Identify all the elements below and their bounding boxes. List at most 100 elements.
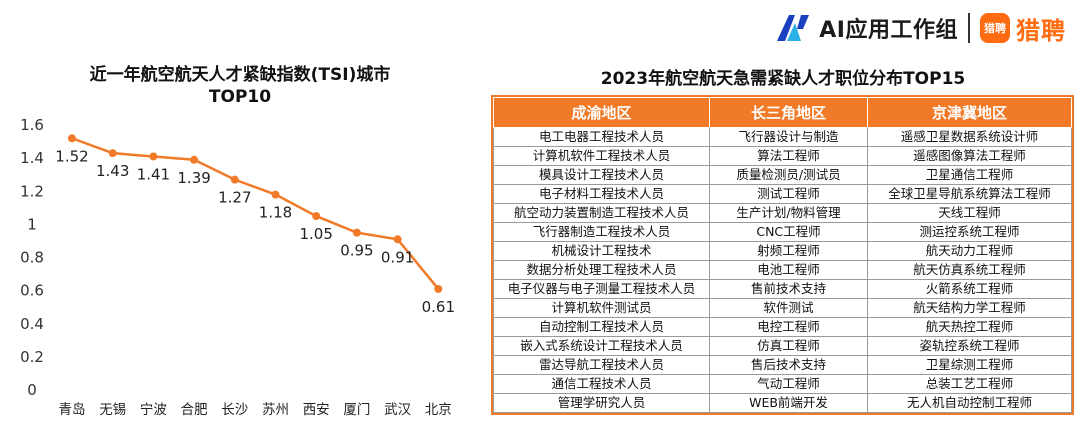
x-tick-label: 武汉 bbox=[384, 402, 411, 418]
tsi-line-chart: 0 0.2 0.4 0.6 0.8 1 1.2 1.4 1.6 1.52 1.43 1.41 1.39 1… bbox=[20, 116, 455, 418]
table-cell: 总装工艺工程师 bbox=[867, 374, 1072, 394]
table-cell: 管理学研究人员 bbox=[493, 393, 710, 413]
y-tick-label: 0.6 bbox=[20, 282, 44, 300]
data-label: 0.95 bbox=[340, 242, 373, 260]
data-point bbox=[352, 228, 361, 237]
table-header-row: 成渝地区 长三角地区 京津冀地区 bbox=[493, 97, 1072, 128]
x-tick-label: 无锡 bbox=[99, 402, 126, 418]
table-row: 自动控制工程技术人员 电控工程师 航天热控工程师 bbox=[493, 317, 1072, 337]
table-cell: 无人机自动控制工程师 bbox=[867, 393, 1072, 413]
column-header: 成渝地区 bbox=[493, 97, 710, 128]
table-cell: 测试工程师 bbox=[709, 184, 868, 204]
ai-workgroup-label: AI应用工作组 bbox=[819, 18, 958, 43]
table-cell: 计算机软件工程技术人员 bbox=[493, 146, 710, 166]
x-tick-label: 宁波 bbox=[140, 401, 167, 418]
table-cell: 电子材料工程技术人员 bbox=[493, 184, 710, 204]
x-tick-label: 苏州 bbox=[262, 402, 289, 418]
table-cell: 卫星综测工程师 bbox=[867, 355, 1072, 375]
table-cell: 雷达导航工程技术人员 bbox=[493, 355, 710, 375]
table-cell: 数据分析处理工程技术人员 bbox=[493, 260, 710, 280]
table-cell: 售前技术支持 bbox=[709, 279, 868, 299]
table-cell: 自动控制工程技术人员 bbox=[493, 317, 710, 337]
ai-logo-icon bbox=[777, 15, 810, 41]
ai-workgroup-logo: AI应用工作组 bbox=[775, 12, 958, 44]
data-label: 1.43 bbox=[96, 162, 129, 180]
table-cell: 仿真工程师 bbox=[709, 336, 868, 356]
table-row: 模具设计工程技术人员 质量检测员/测试员 卫星通信工程师 bbox=[493, 165, 1072, 185]
chart-title-line2: TOP10 bbox=[208, 87, 272, 107]
table-cell: 航天结构力学工程师 bbox=[867, 298, 1072, 318]
table-cell: 计算机软件测试员 bbox=[493, 298, 710, 318]
table-cell: 航天热控工程师 bbox=[867, 317, 1072, 337]
x-tick-label: 北京 bbox=[425, 402, 452, 418]
table-cell: 机械设计工程技术 bbox=[493, 241, 710, 261]
table-cell: 航天仿真系统工程师 bbox=[867, 260, 1072, 280]
liepin-logo: 猎聘 猎聘 bbox=[980, 11, 1066, 46]
data-label: 1.18 bbox=[259, 204, 292, 222]
liepin-label: 猎聘 bbox=[1016, 16, 1066, 45]
table-cell: CNC工程师 bbox=[709, 222, 868, 242]
data-label: 1.41 bbox=[137, 165, 170, 183]
table-cell: 全球卫星导航系统算法工程师 bbox=[867, 184, 1072, 204]
table-cell: 气动工程师 bbox=[709, 374, 868, 394]
column-header: 京津冀地区 bbox=[867, 97, 1072, 128]
table-row: 管理学研究人员 WEB前端开发 无人机自动控制工程师 bbox=[493, 393, 1072, 413]
table-row: 通信工程技术人员 气动工程师 总装工艺工程师 bbox=[493, 374, 1072, 394]
table-cell: 电池工程师 bbox=[709, 260, 868, 280]
y-tick-label: 1.6 bbox=[20, 116, 44, 134]
table-row: 雷达导航工程技术人员 售后技术支持 卫星综测工程师 bbox=[493, 355, 1072, 375]
table-cell: 航空动力装置制造工程技术人员 bbox=[493, 203, 710, 223]
table-row: 电工电器工程技术人员 飞行器设计与制造 遥感卫星数据系统设计师 bbox=[493, 127, 1072, 147]
table-cell: WEB前端开发 bbox=[709, 393, 868, 413]
data-label: 1.05 bbox=[299, 225, 332, 243]
table-cell: 遥感卫星数据系统设计师 bbox=[867, 127, 1072, 147]
column-header: 长三角地区 bbox=[709, 97, 868, 128]
y-tick-label: 1.4 bbox=[20, 149, 44, 167]
data-label: 1.39 bbox=[177, 169, 210, 187]
table-cell: 模具设计工程技术人员 bbox=[493, 165, 710, 185]
table-cell: 算法工程师 bbox=[709, 146, 868, 166]
table-cell: 遥感图像算法工程师 bbox=[867, 146, 1072, 166]
table-cell: 火箭系统工程师 bbox=[867, 279, 1072, 299]
data-point bbox=[312, 212, 321, 221]
table-row: 电子材料工程技术人员 测试工程师 全球卫星导航系统算法工程师 bbox=[493, 184, 1072, 204]
table-cell: 射频工程师 bbox=[709, 241, 868, 261]
data-point bbox=[190, 155, 199, 164]
table-title: 2023年航空航天急需紧缺人才职位分布TOP15 bbox=[600, 69, 966, 89]
table-row: 数据分析处理工程技术人员 电池工程师 航天仿真系统工程师 bbox=[493, 260, 1072, 280]
x-tick-label: 厦门 bbox=[343, 402, 370, 418]
table-row: 计算机软件工程技术人员 算法工程师 遥感图像算法工程师 bbox=[493, 146, 1072, 166]
y-tick-label: 1.2 bbox=[20, 182, 44, 200]
table-row: 嵌入式系统设计工程技术人员 仿真工程师 姿轨控系统工程师 bbox=[493, 336, 1072, 356]
data-label: 1.52 bbox=[55, 147, 88, 165]
table-row: 电子仪器与电子测量工程技术人员 售前技术支持 火箭系统工程师 bbox=[493, 279, 1072, 299]
y-tick-label: 0.4 bbox=[20, 315, 44, 333]
table-cell: 飞行器设计与制造 bbox=[709, 127, 868, 147]
series-line bbox=[71, 137, 440, 290]
table-cell: 质量检测员/测试员 bbox=[709, 165, 868, 185]
data-label: 0.61 bbox=[422, 298, 455, 316]
x-tick-label: 西安 bbox=[303, 402, 330, 418]
table-cell: 售后技术支持 bbox=[709, 355, 868, 375]
x-tick-label: 长沙 bbox=[221, 402, 248, 418]
data-point bbox=[434, 284, 443, 293]
data-point bbox=[68, 134, 76, 143]
table-row: 计算机软件测试员 软件测试 航天结构力学工程师 bbox=[493, 298, 1072, 318]
x-tick-label: 青岛 bbox=[59, 402, 86, 418]
data-label: 1.27 bbox=[218, 189, 251, 207]
table-cell: 天线工程师 bbox=[867, 203, 1072, 223]
table-cell: 嵌入式系统设计工程技术人员 bbox=[493, 336, 710, 356]
job-distribution-table: 成渝地区 长三角地区 京津冀地区 电工电器工程技术人员 飞行器设计与制造 遥感卫星数… bbox=[491, 95, 1074, 415]
x-tick-label: 合肥 bbox=[181, 402, 208, 418]
table-cell: 电子仪器与电子测量工程技术人员 bbox=[493, 279, 710, 299]
table-cell: 生产计划/物料管理 bbox=[709, 203, 868, 223]
y-tick-label: 1 bbox=[27, 215, 37, 233]
chart-title: 近一年航空航天人才紧缺指数(TSI)城市 bbox=[89, 65, 391, 85]
table-cell: 通信工程技术人员 bbox=[493, 374, 710, 394]
data-point bbox=[108, 149, 117, 158]
table-row: 飞行器制造工程技术人员 CNC工程师 测运控系统工程师 bbox=[493, 222, 1072, 242]
liepin-badge-icon: 猎聘 bbox=[980, 13, 1010, 43]
y-tick-label: 0 bbox=[27, 381, 37, 399]
brand-header: AI应用工作组 猎聘 猎聘 bbox=[775, 8, 1066, 48]
y-tick-label: 0.8 bbox=[20, 249, 44, 267]
